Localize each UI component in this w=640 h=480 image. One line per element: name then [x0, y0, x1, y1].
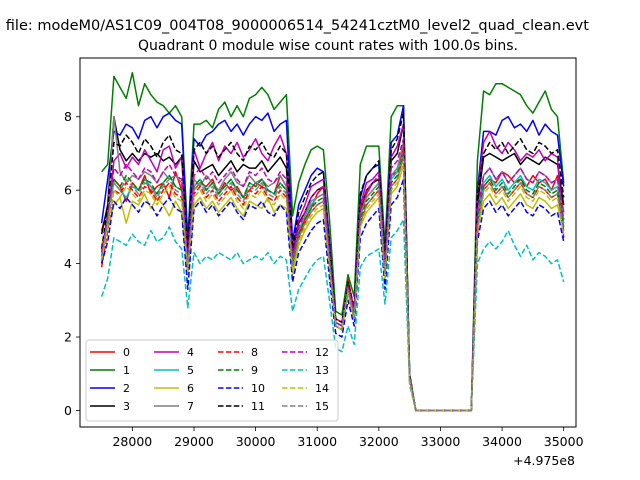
x-axis: 28000 29000 30000 31000 32000 33000 34000 35000 — [112, 427, 584, 449]
series-line-9 — [100, 152, 565, 412]
x-tick-label: 31000 — [297, 434, 337, 449]
legend-label-2: 2 — [123, 382, 130, 395]
figure-suptitle: n file: modeM0/AS1C09_004T08_9000006514_… — [0, 18, 589, 34]
series-line-15 — [100, 156, 565, 412]
x-offset-label: +4.975e8 — [513, 453, 575, 468]
legend-label-10: 10 — [251, 382, 265, 395]
x-tick-label: 33000 — [421, 434, 461, 449]
y-tick-label: 2 — [64, 330, 72, 345]
chart-title: Quadrant 0 module wise count rates with … — [138, 38, 518, 54]
y-tick-label: 8 — [64, 109, 72, 124]
series-line-1 — [101, 71, 565, 412]
series-line-11 — [100, 112, 565, 412]
legend-label-1: 1 — [123, 364, 130, 377]
x-tick-label: 35000 — [544, 434, 584, 449]
x-tick-label: 28000 — [112, 434, 152, 449]
legend-label-5: 5 — [187, 364, 194, 377]
legend-label-6: 6 — [187, 382, 194, 395]
x-tick-label: 32000 — [359, 434, 399, 449]
legend-label-14: 14 — [315, 382, 329, 395]
legend-label-15: 15 — [315, 400, 329, 413]
legend-label-7: 7 — [187, 400, 194, 413]
legend-label-12: 12 — [315, 346, 329, 359]
series-line-10 — [100, 178, 565, 412]
legend-label-8: 8 — [251, 346, 258, 359]
y-tick-label: 0 — [64, 403, 72, 418]
legend-label-0: 0 — [123, 346, 130, 359]
legend-label-13: 13 — [315, 364, 329, 377]
y-axis: 0 2 4 6 8 — [64, 109, 80, 418]
x-tick-label: 34000 — [482, 434, 522, 449]
legend-box — [85, 339, 339, 422]
x-tick-label: 30000 — [236, 434, 276, 449]
y-tick-label: 4 — [64, 256, 72, 271]
series-layer — [100, 71, 565, 412]
axes-frame — [79, 57, 577, 428]
x-tick-label: 29000 — [174, 434, 214, 449]
legend-label-11: 11 — [251, 400, 265, 413]
series-line-13 — [100, 218, 565, 412]
legend-label-4: 4 — [187, 346, 194, 359]
y-tick-label: 6 — [64, 183, 72, 198]
legend-label-9: 9 — [251, 364, 258, 377]
legend-label-3: 3 — [123, 400, 130, 413]
